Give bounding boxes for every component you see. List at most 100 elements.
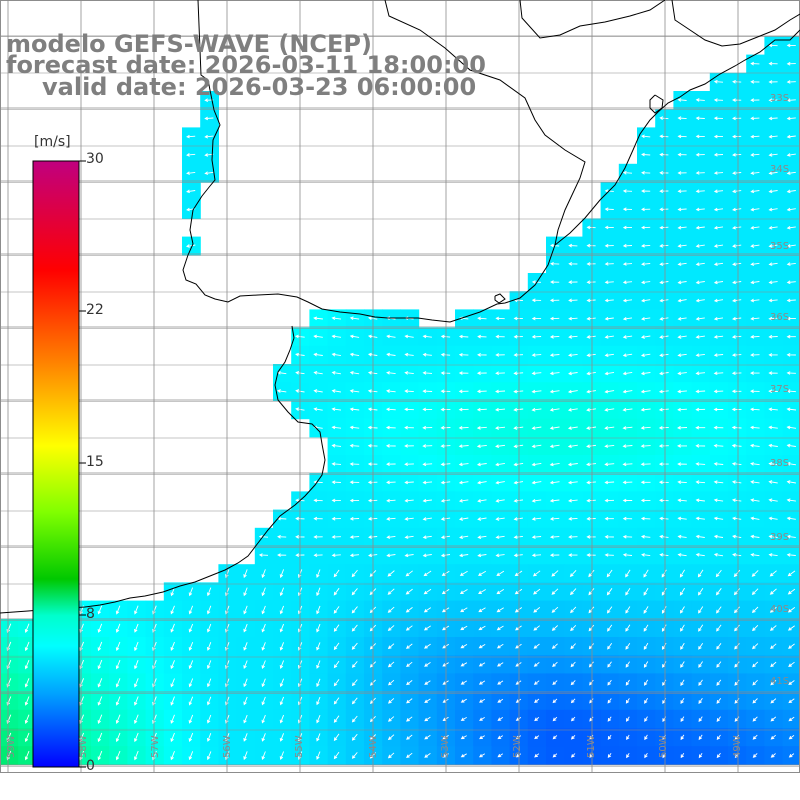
wind-arrow <box>713 335 724 339</box>
wind-arrow <box>768 244 778 248</box>
wind-arrow <box>567 426 578 430</box>
wind-arrow <box>697 569 704 578</box>
wind-arrow <box>750 353 760 357</box>
wind-arrow <box>731 389 742 394</box>
wind-arrow <box>713 371 724 376</box>
wind-arrow <box>134 660 139 670</box>
wind-arrow <box>586 280 596 285</box>
wind-arrow <box>659 134 669 139</box>
wind-arrow <box>115 605 121 615</box>
wind-arrow <box>786 298 796 303</box>
wind-arrow <box>768 43 778 48</box>
wind-arrow <box>423 570 432 577</box>
wind-arrow <box>770 643 777 650</box>
wind-arrow <box>750 407 760 412</box>
wind-arrow <box>679 569 685 578</box>
wind-arrow <box>349 535 360 539</box>
wind-arrow <box>641 316 651 321</box>
wind-arrow <box>751 606 759 614</box>
wind-arrow <box>204 116 214 121</box>
wind-arrow <box>188 696 194 706</box>
wind-arrow <box>586 480 596 485</box>
wind-arrow <box>552 716 558 722</box>
wind-arrow <box>206 642 212 651</box>
wind-arrow <box>604 444 615 448</box>
wind-arrow <box>732 116 742 121</box>
wind-arrow <box>768 134 778 139</box>
wind-arrow <box>588 588 595 596</box>
wind-arrow <box>640 516 651 521</box>
wind-arrow <box>458 444 469 448</box>
wind-arrow <box>768 207 778 212</box>
wind-arrow <box>569 569 577 578</box>
wind-arrow <box>261 660 266 669</box>
wind-arrow <box>734 698 740 704</box>
wind-arrow <box>788 735 795 740</box>
wind-arrow <box>333 660 340 669</box>
wind-arrow <box>768 171 778 175</box>
wind-arrow <box>351 752 358 759</box>
wind-arrow <box>531 407 542 412</box>
wind-arrow <box>622 553 633 557</box>
wind-arrow <box>750 480 760 484</box>
wind-arrow <box>732 98 742 102</box>
wind-arrow <box>351 569 358 578</box>
colorbar-unit: [m/s] <box>34 134 71 150</box>
wind-arrow <box>698 624 704 632</box>
wind-arrow <box>622 262 633 266</box>
wind-arrow <box>677 534 687 539</box>
wind-arrow <box>404 334 414 339</box>
wind-arrow <box>732 534 742 539</box>
wind-arrow <box>134 623 139 633</box>
wind-arrow <box>695 116 705 121</box>
wind-arrow <box>658 444 669 448</box>
wind-arrow <box>97 623 103 633</box>
wind-arrow <box>279 733 285 742</box>
wind-arrow <box>604 553 614 557</box>
wind-arrow <box>586 426 597 430</box>
wind-arrow <box>677 225 687 230</box>
wind-arrow <box>424 734 431 740</box>
wind-arrow <box>713 443 724 448</box>
wind-arrow <box>786 516 796 521</box>
wind-arrow <box>586 335 596 339</box>
wind-arrow <box>750 553 760 557</box>
wind-arrow <box>313 389 323 393</box>
wind-arrow <box>787 607 796 613</box>
wind-arrow <box>170 623 175 633</box>
wind-arrow <box>586 498 596 503</box>
wind-arrow <box>626 734 630 740</box>
wind-arrow <box>604 225 614 230</box>
lat-label: 34S <box>770 164 789 175</box>
lon-label: 53W <box>440 735 451 758</box>
wind-arrow <box>279 569 285 579</box>
wind-arrow <box>570 643 576 650</box>
wind-arrow <box>404 462 414 467</box>
wind-arrow <box>531 426 542 430</box>
wind-arrow <box>750 225 760 230</box>
wind-arrow <box>225 733 230 742</box>
wind-arrow <box>331 389 341 393</box>
wind-arrow <box>658 389 669 394</box>
wind-arrow <box>622 498 633 503</box>
wind-arrow <box>387 661 395 668</box>
wind-arrow <box>568 243 578 248</box>
wind-arrow <box>225 569 230 579</box>
wind-arrow <box>459 553 469 558</box>
wind-arrow <box>479 717 485 721</box>
wind-arrow <box>495 407 506 412</box>
wind-arrow <box>786 244 796 248</box>
wind-arrow <box>786 43 796 48</box>
wind-arrow <box>658 426 669 430</box>
wind-arrow <box>770 753 776 758</box>
wind-arrow <box>643 624 649 632</box>
wind-arrow <box>387 625 395 632</box>
wind-arrow <box>731 335 742 339</box>
wind-arrow <box>768 407 778 412</box>
wind-arrow <box>152 714 157 724</box>
wind-arrow <box>659 316 669 321</box>
wind-arrow <box>243 733 248 742</box>
wind-arrow <box>750 425 760 430</box>
lon-label: 58W <box>78 735 89 758</box>
wind-arrow <box>115 750 121 761</box>
